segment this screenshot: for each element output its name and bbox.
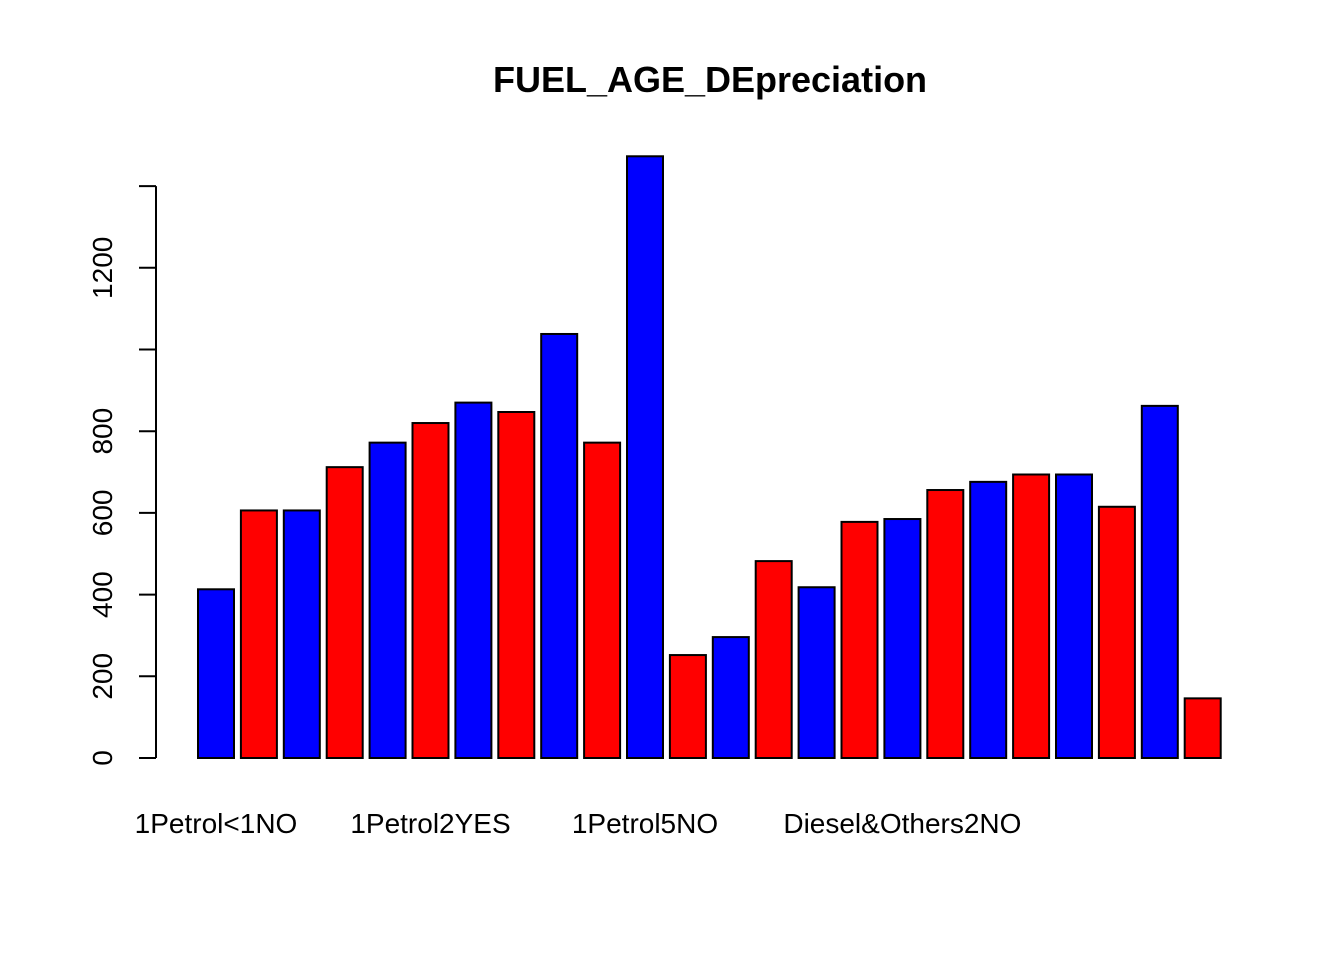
bar bbox=[711, 636, 750, 759]
y-tick-label: 200 bbox=[87, 653, 118, 700]
bar bbox=[368, 441, 407, 759]
y-tick-label: 800 bbox=[87, 408, 118, 455]
bar bbox=[411, 422, 450, 759]
bar bbox=[754, 560, 793, 760]
bar bbox=[1055, 473, 1093, 759]
bar bbox=[583, 441, 622, 759]
bar bbox=[926, 489, 965, 759]
bar bbox=[668, 654, 707, 759]
bar bbox=[840, 520, 879, 760]
bar bbox=[1097, 505, 1136, 759]
bar bbox=[797, 586, 836, 760]
bar bbox=[1183, 697, 1222, 760]
y-tick-label: 400 bbox=[87, 571, 118, 618]
chart-title: FUEL_AGE_DEpreciation bbox=[493, 59, 927, 100]
bar bbox=[883, 518, 922, 760]
y-tick-label: 600 bbox=[87, 490, 118, 537]
x-category-label: 1Petrol2YES bbox=[350, 808, 510, 839]
y-tick-label: 0 bbox=[87, 750, 118, 766]
x-category-label: 1Petrol5NO bbox=[572, 808, 718, 839]
y-axis: 0 200 400 600 800 1200 bbox=[87, 185, 157, 766]
bars-group bbox=[197, 155, 1222, 760]
bar bbox=[454, 401, 493, 759]
bar bbox=[626, 155, 664, 760]
x-axis-labels: 1Petrol<1NO 1Petrol2YES 1Petrol5NO Diesel&O… bbox=[135, 808, 1022, 839]
bar bbox=[282, 509, 321, 759]
bar bbox=[1012, 473, 1051, 759]
bar bbox=[969, 480, 1008, 759]
bar bbox=[497, 411, 536, 759]
bar bbox=[325, 466, 364, 759]
bar bbox=[1140, 404, 1179, 759]
bar bbox=[239, 509, 278, 759]
x-category-label: Diesel&Others2NO bbox=[783, 808, 1021, 839]
bar bbox=[540, 332, 579, 759]
bar bbox=[197, 588, 235, 759]
x-category-label: 1Petrol<1NO bbox=[135, 808, 298, 839]
y-tick-label: 1200 bbox=[87, 237, 118, 299]
